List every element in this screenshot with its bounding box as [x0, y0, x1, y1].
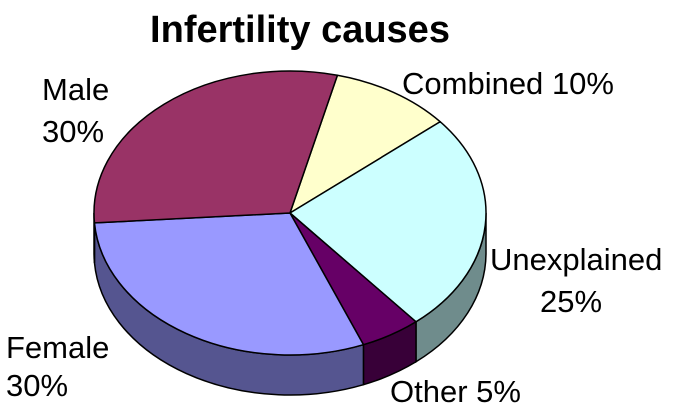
pie-slices: [93, 70, 487, 356]
chart-title: Infertility causes: [150, 9, 450, 51]
label-male-percent: 30%: [42, 114, 104, 149]
label-combined: Combined 10%: [402, 66, 614, 101]
pie-slice-female: [93, 212, 365, 356]
label-female-name: Female: [6, 330, 109, 365]
pie-slice-male: [93, 70, 339, 224]
label-combined-name: Combined: [402, 66, 543, 101]
label-female-percent: 30%: [6, 368, 68, 403]
label-unexplained-name: Unexplained: [490, 242, 662, 277]
label-other: Other 5%: [390, 374, 521, 409]
pie-slice-combined: [289, 74, 441, 214]
label-male-name: Male: [42, 72, 109, 107]
label-unexplained-percent: 25%: [540, 284, 602, 319]
label-combined-percent: 10%: [552, 66, 614, 101]
pie-slice-unexplained: [289, 120, 487, 323]
label-other-percent: 5%: [476, 374, 521, 409]
label-other-name: Other: [390, 374, 468, 409]
